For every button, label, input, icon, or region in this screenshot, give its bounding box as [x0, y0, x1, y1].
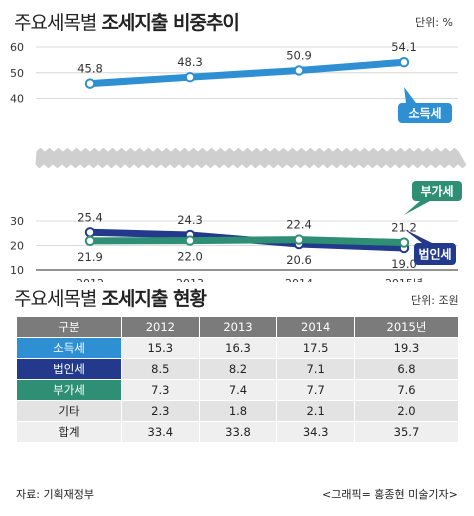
- row-label: 소득세: [17, 337, 122, 359]
- table-cell: 35.7: [354, 421, 458, 443]
- tag-pointer: [404, 229, 432, 243]
- graphic-credit: <그래픽= 홍종현 미술기자>: [322, 488, 458, 501]
- data-point: [293, 234, 305, 245]
- column-header: 구분: [17, 317, 122, 338]
- data-point: [184, 71, 196, 83]
- y-tick-label: 40: [10, 93, 24, 106]
- data-point: [184, 235, 196, 246]
- data-label: 20.6: [286, 253, 312, 267]
- table-cell: 7.6: [354, 379, 458, 401]
- table-cell: 1.8: [199, 400, 278, 422]
- data-label: 21.9: [77, 250, 103, 264]
- row-label: 법인세: [17, 358, 122, 380]
- data-point: [398, 237, 410, 248]
- series-name-label: 법인세: [418, 247, 451, 262]
- column-header: 2014: [276, 317, 355, 338]
- table-unit: 단위: 조원: [411, 294, 459, 307]
- y-tick-label: 50: [10, 67, 24, 80]
- row-label: 기타: [17, 400, 122, 422]
- table-cell: 19.3: [354, 337, 458, 359]
- x-axis: 2012 2013 2014 2015년: [76, 277, 423, 282]
- x-tick-label: 2014: [285, 277, 313, 282]
- table-title-regular: 주요세목별: [14, 288, 102, 310]
- data-label: 22.0: [177, 250, 203, 264]
- column-header: 2012: [121, 317, 200, 338]
- chart-series: 45.8 48.3 50.9 54.1 25.4 24.3 20.6 19.0 21.9 22.0…: [77, 40, 417, 271]
- y-axis: 10 20 30 40 50 60: [10, 41, 24, 277]
- data-point: [398, 57, 410, 68]
- table-title: 주요세목별 조세지출 현황: [14, 284, 207, 311]
- x-tick-label: 2015년: [385, 277, 423, 282]
- data-label: 24.3: [177, 213, 203, 227]
- table-row: 부가세 7.3 7.4 7.7 7.6: [17, 379, 458, 401]
- table-cell: 17.5: [276, 337, 355, 359]
- table-cell: 2.0: [354, 400, 458, 422]
- data-point: [84, 78, 96, 89]
- y-tick-label: 20: [10, 240, 24, 253]
- source-note: 자료: 기획재정부: [16, 488, 95, 501]
- chart-title: 주요세목별 조세지출 비중추이: [14, 8, 240, 35]
- tag-pointer: [404, 87, 416, 103]
- table-cell: 8.5: [121, 358, 200, 380]
- series-line-부가세: [86, 236, 408, 247]
- table-cell: 8.2: [199, 358, 278, 380]
- table-cell: 7.7: [276, 379, 355, 401]
- x-tick-label: 2012: [76, 277, 104, 282]
- data-point: [293, 65, 305, 76]
- series-name-label: 부가세: [420, 184, 453, 199]
- table-row: 기타 2.3 1.8 2.1 2.0: [17, 400, 458, 422]
- series-tag: [398, 103, 452, 123]
- data-point: [84, 227, 96, 238]
- table-cell: 2.3: [121, 400, 200, 422]
- column-header: 2013: [199, 317, 278, 338]
- data-label: 21.2: [391, 221, 417, 235]
- table-row: 법인세 8.5 8.2 7.1 6.8: [17, 358, 458, 380]
- y-tick-label: 10: [10, 264, 24, 277]
- series-line-소득세: [86, 58, 408, 88]
- chart-title-bold: 조세지출 비중추이: [101, 12, 239, 34]
- table-row: 소득세 15.3 16.3 17.5 19.3: [17, 337, 458, 359]
- data-label: 22.4: [286, 218, 312, 232]
- data-point: [84, 235, 96, 247]
- series-name-label: 소득세: [408, 106, 441, 121]
- table-cell: 7.3: [121, 379, 200, 401]
- line-chart: 10 20 30 40 50 60 2012 2013 2014 2015년 45.8 48.3 5…: [10, 40, 468, 282]
- table-header-row: 구분 2012 2013 2014 2015년: [17, 317, 458, 338]
- table-cell: 33.4: [121, 421, 200, 443]
- x-tick-label: 2013: [176, 277, 204, 282]
- table-row-total: 합계 33.4 33.8 34.3 35.7: [17, 421, 458, 443]
- table-title-bold: 조세지출 현황: [101, 288, 206, 310]
- chart-title-regular: 주요세목별: [14, 12, 102, 34]
- y-tick-label: 30: [10, 215, 24, 228]
- data-table: 구분 2012 2013 2014 2015년 소득세 15.3 16.3 17…: [17, 317, 458, 443]
- row-label: 부가세: [17, 379, 122, 401]
- row-label: 합계: [17, 421, 122, 443]
- table-cell: 6.8: [354, 358, 458, 380]
- table-cell: 34.3: [276, 421, 355, 443]
- data-label: 50.9: [286, 48, 312, 62]
- data-label: 19.0: [391, 257, 417, 271]
- chart-unit: 단위: %: [415, 16, 453, 29]
- series-tag: [412, 181, 462, 201]
- break-band: [34, 146, 468, 170]
- tag-pointer: [404, 201, 430, 215]
- y-tick-label: 60: [10, 41, 24, 54]
- table-cell: 16.3: [199, 337, 278, 359]
- column-header: 2015년: [354, 317, 458, 338]
- axis-break: [34, 146, 468, 170]
- data-label: 48.3: [177, 55, 203, 69]
- table-cell: 15.3: [121, 337, 200, 359]
- table-cell: 2.1: [276, 400, 355, 422]
- data-label: 54.1: [391, 40, 417, 54]
- table-cell: 33.8: [199, 421, 278, 443]
- table-cell: 7.1: [276, 358, 355, 380]
- data-label: 25.4: [77, 210, 103, 224]
- table-cell: 7.4: [199, 379, 278, 401]
- data-label: 45.8: [77, 62, 103, 76]
- series-tag: [414, 243, 456, 265]
